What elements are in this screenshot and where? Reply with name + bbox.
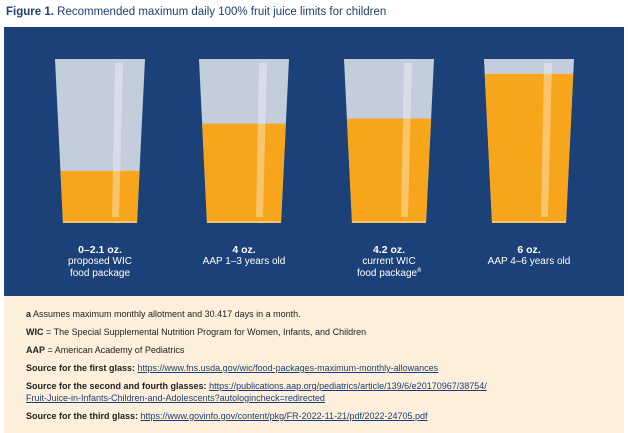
glass-description-line: current WIC	[362, 256, 416, 267]
glasses-chart	[55, 59, 574, 223]
juice-fill-bar	[60, 170, 140, 223]
juice-fill-bar	[202, 123, 286, 223]
footnote-wic: WIC = The Special Supplemental Nutrition…	[26, 326, 624, 338]
source-key: Source for the first glass:	[26, 363, 136, 373]
figure-label: Figure 1.	[6, 6, 54, 18]
glass-amount-label: 4.2 oz.	[372, 244, 406, 256]
figure-title: Figure 1. Recommended maximum daily 100%…	[6, 6, 622, 18]
source-key: Source for the third glass:	[26, 411, 139, 421]
footnote-aap: AAP = American Academy of Pediatrics	[26, 344, 624, 356]
footnotes: a Assumes maximum monthly allotment and …	[4, 296, 624, 433]
glass-caption: 0–2.1 oz. proposed WIC food package	[25, 244, 175, 280]
glass-base	[63, 221, 137, 223]
glass-description-line: food packagea	[314, 266, 464, 280]
glass-shine	[541, 63, 552, 217]
glass-caption: 4 oz. AAP 1–3 years old	[169, 244, 319, 268]
glass-shine	[256, 63, 267, 217]
source-link[interactable]: https://publications.aap.org/pediatrics/…	[209, 381, 487, 391]
glass-description-line: AAP 4–6 years old	[487, 256, 571, 267]
footnote-a: a Assumes maximum monthly allotment and …	[26, 308, 624, 320]
glass-amount-label: 6 oz.	[517, 244, 541, 256]
footnote-text: Assumes maximum monthly allotment and 30…	[31, 309, 301, 319]
glass-shine	[112, 63, 123, 217]
footnote-key: WIC	[26, 327, 44, 337]
glass-base	[492, 221, 566, 223]
glass-description-line: food package	[69, 268, 131, 279]
footnote-marker: a	[417, 266, 421, 274]
glass-base	[207, 221, 281, 223]
source-key: Source for the second and fourth glasses…	[26, 381, 207, 391]
footnote-key: AAP	[26, 345, 46, 355]
figure-title-text: Recommended maximum daily 100% fruit jui…	[57, 6, 387, 18]
glass-caption: 4.2 oz. current WIC food packagea	[314, 244, 464, 280]
glass-description-line: AAP 1–3 years old	[202, 256, 286, 267]
glass-amount-label: 0–2.1 oz.	[78, 244, 122, 256]
footnote-text: = American Academy of Pediatrics	[45, 345, 185, 355]
glass-shine	[401, 63, 412, 217]
juice-fill-bar	[346, 118, 432, 223]
source-link[interactable]: https://www.fns.usda.gov/wic/food-packag…	[137, 363, 439, 373]
glass-description-text: food package	[357, 268, 418, 279]
glass-base	[352, 221, 426, 223]
footnote-text: = The Special Supplemental Nutrition Pro…	[43, 327, 367, 337]
chart-panel: 0–2.1 oz. proposed WIC food package 4 oz…	[4, 27, 624, 296]
source-link[interactable]: https://www.govinfo.gov/content/pkg/FR-2…	[140, 411, 428, 421]
source-second-fourth-glasses: Source for the second and fourth glasses…	[26, 380, 624, 404]
glass-caption: 6 oz. AAP 4–6 years old	[454, 244, 604, 268]
glass-amount-label: 4 oz.	[232, 244, 256, 256]
source-link-continued[interactable]: Fruit-Juice-in-Infants-Children-and-Adol…	[26, 393, 325, 403]
juice-fill-bar	[484, 73, 574, 223]
source-third-glass: Source for the third glass: https://www.…	[26, 410, 624, 422]
footnote-key: a	[26, 309, 32, 319]
source-first-glass: Source for the first glass: https://www.…	[26, 362, 624, 374]
glass-description-line: proposed WIC	[68, 256, 132, 267]
